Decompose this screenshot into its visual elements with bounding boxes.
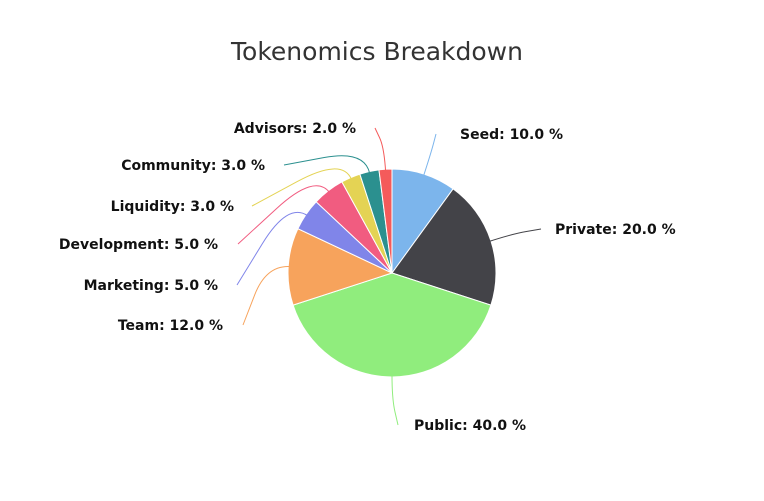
connector-private bbox=[488, 228, 542, 242]
chart-title: Tokenomics Breakdown bbox=[230, 37, 523, 66]
data-label-liquidity: Liquidity: 3.0 % bbox=[111, 199, 234, 215]
data-label-seed: Seed: 10.0 % bbox=[460, 127, 563, 143]
data-label-private: Private: 20.0 % bbox=[555, 222, 676, 238]
data-label-marketing: Marketing: 5.0 % bbox=[84, 278, 218, 294]
connector-team bbox=[242, 266, 291, 326]
connector-development bbox=[237, 185, 330, 245]
connector-advisors bbox=[374, 127, 387, 172]
slice-labels: Seed: 10.0 % Private: 20.0 % Public: 40.0 … bbox=[59, 121, 676, 434]
data-label-development: Development: 5.0 % bbox=[59, 237, 218, 253]
connector-liquidity bbox=[251, 168, 352, 207]
pie-slices bbox=[287, 168, 497, 378]
connector-public bbox=[391, 374, 399, 426]
connector-seed bbox=[423, 133, 437, 177]
data-label-public: Public: 40.0 % bbox=[414, 418, 526, 434]
data-label-team: Team: 12.0 % bbox=[118, 318, 223, 334]
data-label-community: Community: 3.0 % bbox=[121, 158, 265, 174]
label-connectors bbox=[236, 127, 542, 426]
data-label-advisors: Advisors: 2.0 % bbox=[234, 121, 356, 137]
connector-community bbox=[283, 155, 371, 174]
connector-marketing bbox=[236, 211, 308, 286]
